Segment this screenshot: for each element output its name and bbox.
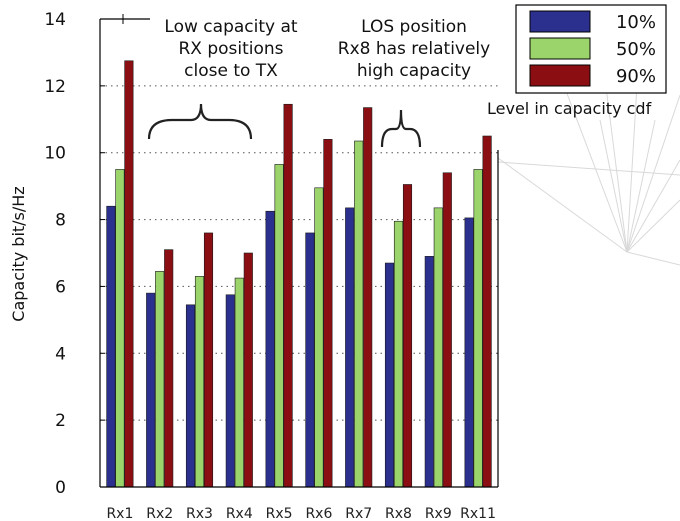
bar bbox=[234, 277, 244, 488]
x-tick-labels: Rx1 Rx2 Rx3 Rx4 Rx5 Rx6 Rx7 Rx8 Rx9 Rx11 bbox=[106, 506, 496, 521]
legend: 10% 50% 90% bbox=[515, 4, 667, 94]
bar bbox=[323, 139, 333, 488]
decor-line bbox=[559, 74, 628, 253]
y-tick-label: 2 bbox=[55, 411, 66, 431]
bar bbox=[146, 292, 156, 488]
bar bbox=[402, 184, 413, 488]
bar bbox=[164, 249, 174, 488]
bar bbox=[106, 205, 116, 488]
bar bbox=[265, 210, 275, 488]
legend-label: 10% bbox=[616, 12, 656, 33]
bar bbox=[124, 60, 134, 488]
annotation-text: RX positions bbox=[178, 39, 283, 59]
x-tick-label: Rx7 bbox=[345, 506, 372, 521]
annotation-text: Rx8 has relatively bbox=[338, 39, 490, 59]
x-tick-label: Rx3 bbox=[186, 506, 213, 521]
bar bbox=[243, 252, 253, 488]
x-tick-label: Rx4 bbox=[226, 506, 253, 521]
bar bbox=[185, 304, 196, 488]
bar bbox=[345, 207, 355, 488]
decor-line bbox=[599, 119, 628, 253]
bar bbox=[283, 103, 293, 488]
legend-swatch bbox=[529, 10, 591, 33]
x-tick-label: Rx2 bbox=[146, 506, 173, 521]
decor-line bbox=[626, 251, 680, 266]
bar bbox=[203, 232, 214, 488]
bar bbox=[424, 256, 434, 488]
x-tick-label: Rx9 bbox=[425, 506, 452, 521]
x-tick-label: Rx8 bbox=[385, 506, 412, 521]
bar bbox=[473, 169, 483, 488]
bar bbox=[354, 140, 364, 488]
y-tick-label: 0 bbox=[55, 478, 66, 498]
bar bbox=[115, 169, 125, 488]
annotation-text: close to TX bbox=[184, 61, 278, 81]
axes bbox=[99, 14, 499, 488]
bar bbox=[194, 276, 205, 488]
bars-group bbox=[106, 60, 492, 488]
y-tick-label: 12 bbox=[44, 77, 66, 97]
x-tick-label: Rx11 bbox=[460, 506, 496, 521]
y-tick-label: 6 bbox=[55, 277, 66, 297]
x-tick-label: Rx1 bbox=[106, 506, 133, 521]
y-axis-label: Capacity bit/s/Hz bbox=[9, 186, 28, 321]
annotation-text: high capacity bbox=[357, 61, 471, 81]
legend-caption: Level in capacity cdf bbox=[487, 99, 652, 118]
bar bbox=[225, 294, 235, 488]
legend-swatch bbox=[529, 64, 591, 87]
decor-line bbox=[626, 199, 680, 253]
decor-line bbox=[497, 157, 628, 253]
bar bbox=[464, 217, 474, 488]
bar bbox=[384, 262, 395, 488]
bar bbox=[363, 107, 373, 488]
bar bbox=[155, 271, 165, 488]
y-tick-label: 8 bbox=[55, 211, 66, 231]
brace-low-capacity bbox=[147, 103, 253, 140]
y-tick-label: 10 bbox=[44, 144, 66, 164]
bar bbox=[314, 187, 324, 488]
legend-swatch bbox=[529, 37, 591, 60]
x-tick-label: Rx6 bbox=[305, 506, 332, 521]
decor-line bbox=[626, 119, 656, 253]
decor-line bbox=[497, 161, 680, 176]
bar bbox=[393, 220, 404, 488]
bar bbox=[482, 135, 492, 488]
bar bbox=[274, 164, 284, 488]
annotation-text: Low capacity at bbox=[164, 17, 297, 37]
background-decoration bbox=[497, 34, 680, 266]
y-tick-label: 14 bbox=[44, 10, 66, 30]
y-tick-label: 4 bbox=[55, 344, 66, 364]
brace-los-position bbox=[380, 109, 422, 148]
y-tick-labels: 0 2 4 6 8 10 12 14 bbox=[44, 10, 66, 498]
annotation-text: LOS position bbox=[361, 17, 467, 37]
x-tick-label: Rx5 bbox=[266, 506, 293, 521]
bar bbox=[442, 172, 452, 488]
legend-label: 50% bbox=[616, 39, 656, 60]
decor-line bbox=[626, 159, 680, 253]
bar bbox=[305, 232, 315, 488]
legend-label: 90% bbox=[616, 66, 656, 87]
bar bbox=[433, 207, 443, 488]
